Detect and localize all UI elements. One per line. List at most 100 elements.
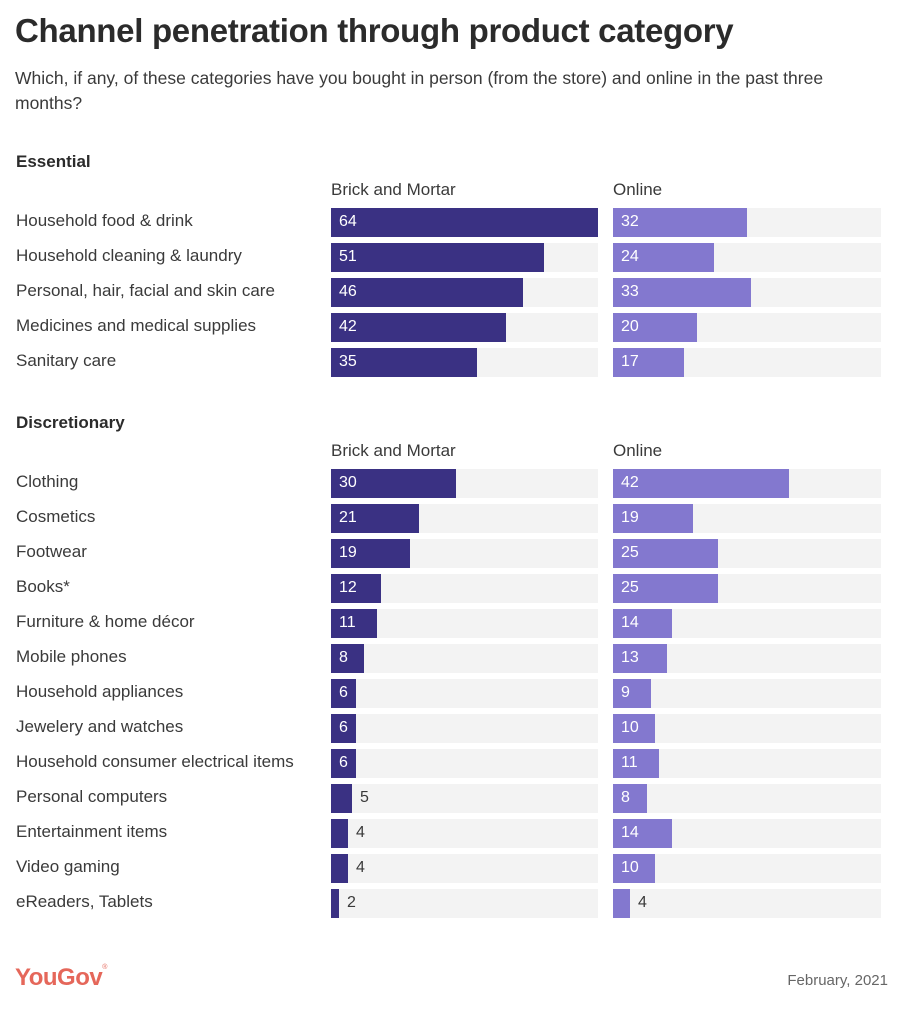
chart-row: Clothing 30 42 (0, 469, 903, 498)
bar-track: 6 (331, 679, 598, 708)
data-label: 51 (339, 248, 357, 265)
bar-brick-and-mortar (331, 889, 339, 918)
bar-track: 30 (331, 469, 598, 498)
chart-row: Footwear 19 25 (0, 539, 903, 568)
data-label: 4 (638, 894, 647, 911)
bar-online (613, 784, 647, 813)
data-label: 17 (621, 353, 639, 370)
bar-online (613, 574, 718, 603)
data-label: 13 (621, 649, 639, 666)
category-label: Personal, hair, facial and skin care (16, 281, 275, 300)
chart-row: Jewelery and watches 6 10 (0, 714, 903, 743)
bar-brick-and-mortar (331, 348, 477, 377)
data-label: 12 (339, 579, 357, 596)
registered-mark: ® (102, 964, 107, 971)
data-label: 4 (356, 824, 365, 841)
bar-brick-and-mortar (331, 784, 352, 813)
chart-row: Household food & drink 64 32 (0, 208, 903, 237)
bar-track: 4 (613, 889, 881, 918)
bar-brick-and-mortar (331, 504, 419, 533)
section-title-essential: Essential (16, 152, 91, 171)
bar-track: 8 (613, 784, 881, 813)
bar-track: 14 (613, 819, 881, 848)
data-label: 21 (339, 509, 357, 526)
bar-track: 14 (613, 609, 881, 638)
bar-track: 64 (331, 208, 598, 237)
bar-track: 9 (613, 679, 881, 708)
bar-brick-and-mortar (331, 749, 356, 778)
bar-track: 2 (331, 889, 598, 918)
category-label: Furniture & home décor (16, 612, 195, 631)
bar-online (613, 889, 630, 918)
category-label: Mobile phones (16, 647, 127, 666)
bar-track: 11 (613, 749, 881, 778)
bar-track: 10 (613, 714, 881, 743)
data-label: 19 (621, 509, 639, 526)
bar-track: 42 (613, 469, 881, 498)
chart-row: Sanitary care 35 17 (0, 348, 903, 377)
bar-brick-and-mortar (331, 208, 598, 237)
category-label: Cosmetics (16, 507, 96, 526)
category-label: Clothing (16, 472, 79, 491)
chart-row: Mobile phones 8 13 (0, 644, 903, 673)
data-label: 24 (621, 248, 639, 265)
bar-online (613, 644, 667, 673)
chart-row: Household cleaning & laundry 51 24 (0, 243, 903, 272)
bar-track: 25 (613, 574, 881, 603)
category-label: Household appliances (16, 682, 184, 701)
bar-online (613, 278, 751, 307)
category-label: Footwear (16, 542, 87, 561)
bar-online (613, 243, 714, 272)
chart-row: Personal computers 5 8 (0, 784, 903, 813)
data-label: 4 (356, 859, 365, 876)
bar-track: 13 (613, 644, 881, 673)
data-label: 64 (339, 213, 357, 230)
bar-track: 35 (331, 348, 598, 377)
bar-brick-and-mortar (331, 679, 356, 708)
bar-online (613, 313, 697, 342)
bar-online (613, 819, 672, 848)
data-label: 25 (621, 579, 639, 596)
category-label: Jewelery and watches (16, 717, 184, 736)
bar-brick-and-mortar (331, 714, 356, 743)
data-label: 11 (339, 614, 356, 631)
chart-row: Books* 12 25 (0, 574, 903, 603)
column-header: Online (613, 441, 663, 460)
data-label: 2 (347, 894, 356, 911)
bar-track: 4 (331, 819, 598, 848)
bar-brick-and-mortar (331, 819, 348, 848)
bar-brick-and-mortar (331, 243, 544, 272)
chart-row: Household consumer electrical items 6 11 (0, 749, 903, 778)
data-label: 6 (339, 719, 348, 736)
data-label: 6 (339, 684, 348, 701)
chart-row: Household appliances 6 9 (0, 679, 903, 708)
bar-online (613, 854, 655, 883)
data-label: 25 (621, 544, 639, 561)
bar-online (613, 679, 651, 708)
category-label: Video gaming (16, 857, 120, 876)
data-label: 8 (339, 649, 348, 666)
bar-track: 6 (331, 714, 598, 743)
category-label: Sanitary care (16, 351, 117, 370)
bar-track: 46 (331, 278, 598, 307)
column-header: Brick and Mortar (331, 180, 456, 199)
chart-row: eReaders, Tablets 2 4 (0, 889, 903, 918)
bar-track: 33 (613, 278, 881, 307)
bar-track: 32 (613, 208, 881, 237)
category-label: Household cleaning & laundry (16, 246, 242, 265)
category-label: Household consumer electrical items (16, 752, 294, 771)
bar-track: 11 (331, 609, 598, 638)
chart-row: Personal, hair, facial and skin care 46 33 (0, 278, 903, 307)
chart-row: Entertainment items 4 14 (0, 819, 903, 848)
chart-row: Video gaming 4 10 (0, 854, 903, 883)
logo-text: YouGov (15, 964, 103, 991)
bar-track: 10 (613, 854, 881, 883)
chart-subtitle: Which, if any, of these categories have … (15, 68, 824, 113)
bar-brick-and-mortar (331, 313, 506, 342)
category-label: Household food & drink (16, 211, 193, 230)
bar-online (613, 348, 684, 377)
data-label: 19 (339, 544, 357, 561)
category-label: eReaders, Tablets (16, 892, 153, 911)
data-label: 14 (621, 824, 639, 841)
bar-brick-and-mortar (331, 644, 364, 673)
